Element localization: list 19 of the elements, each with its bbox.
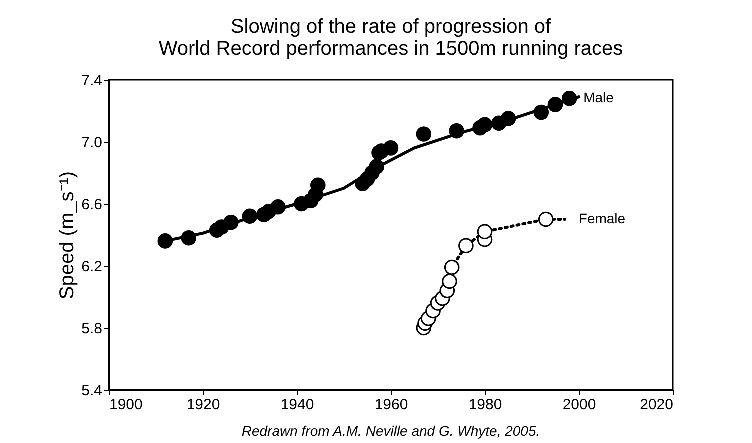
- x-tick-label: 1940: [280, 396, 314, 414]
- x-tick-label: 2020: [640, 396, 674, 414]
- y-tick-label: 5.8: [82, 320, 102, 338]
- series-label: Male: [584, 90, 614, 106]
- x-tick-label: 1980: [468, 396, 502, 414]
- y-tick-label: 7.4: [82, 72, 102, 90]
- y-tick-label: 6.2: [82, 258, 102, 276]
- y-tick-label: 5.4: [82, 382, 102, 400]
- y-axis-title: Speed (m_s⁻¹): [56, 171, 79, 300]
- text: Slowing of the rate of progression of: [230, 16, 552, 38]
- series-label: Female: [578, 210, 626, 226]
- y-tick-label: 6.6: [82, 196, 102, 214]
- x-tick-label: 1960: [374, 396, 408, 414]
- x-tick-label: 1920: [186, 396, 220, 414]
- text: World Record performances in 1500m running races: [158, 38, 624, 60]
- y-tick-label: 7.0: [82, 134, 102, 152]
- x-tick-label: 1900: [110, 396, 143, 414]
- text: Redrawn from A.M. Neville and G. Whyte, 2005.: [242, 423, 540, 439]
- x-tick-label: 2000: [562, 396, 596, 414]
